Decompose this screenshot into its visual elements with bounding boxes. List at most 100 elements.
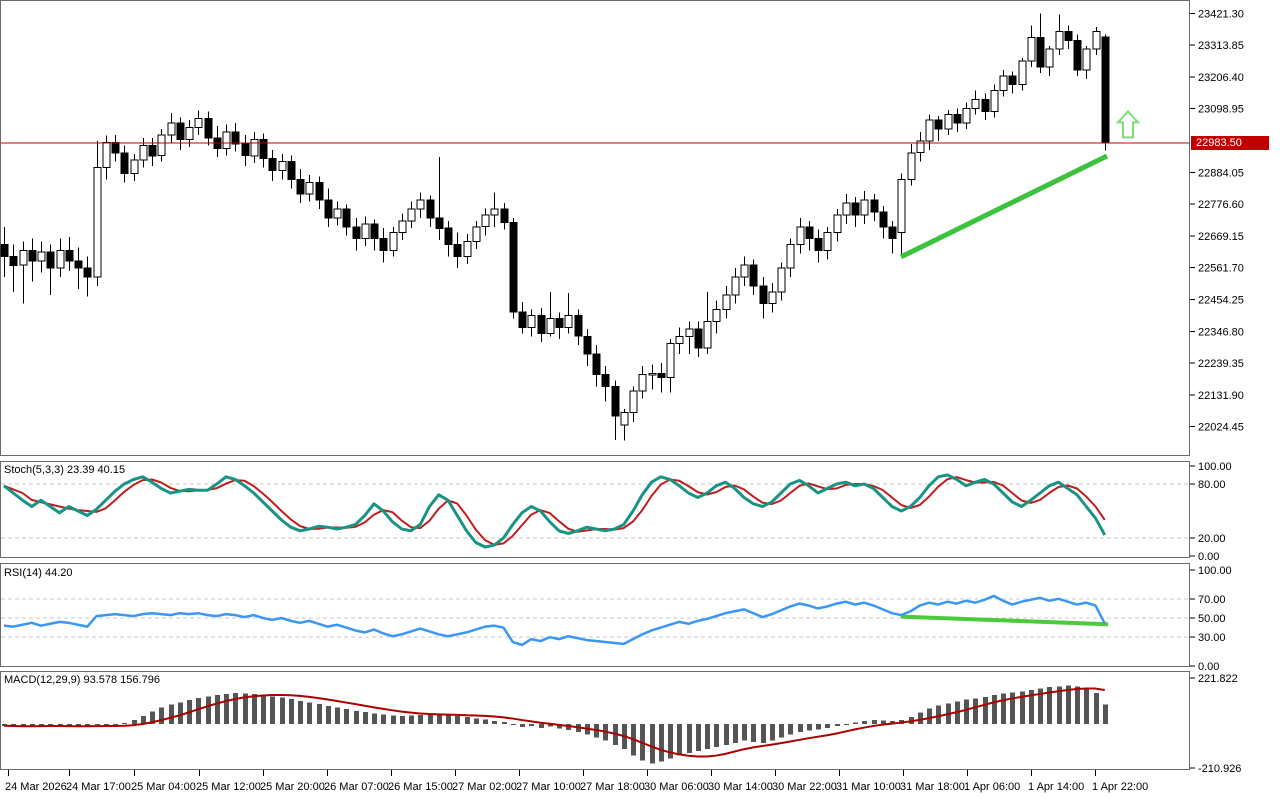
candle-body (74, 260, 83, 269)
macd-hist-bar (733, 724, 738, 743)
candle-body (907, 152, 916, 180)
time-axis-label: 24 Mar 2026 (5, 781, 67, 793)
time-axis-label: 1 Apr 06:00 (964, 781, 1020, 793)
candle-body (703, 321, 712, 349)
macd-hist-bar (95, 724, 100, 726)
candle-body (315, 181, 324, 201)
rsi-axis-label: 50.00 (1198, 613, 1226, 625)
candle-body (611, 386, 620, 417)
macd-hist-bar (492, 720, 497, 725)
candle-body (870, 199, 879, 213)
candle-body (777, 267, 786, 293)
rsi-indicator-label: RSI(14) 44.20 (4, 567, 73, 579)
macd-hist-bar (502, 722, 507, 725)
macd-hist-bar (437, 713, 442, 725)
candle-body (675, 335, 684, 345)
candle-body (19, 249, 28, 266)
candle-body (759, 285, 768, 305)
stoch-axis-label: 0.00 (1198, 551, 1219, 563)
macd-hist-bar (474, 718, 479, 725)
macd-hist-bar (520, 724, 525, 728)
candle-body (324, 199, 333, 219)
macd-hist-bar (983, 697, 988, 725)
candle-body (148, 144, 157, 157)
candle-body (231, 131, 240, 145)
macd-hist-bar (233, 692, 238, 725)
candle-body (28, 249, 37, 262)
candle-body (657, 372, 666, 379)
candle-body (537, 315, 546, 334)
macd-hist-bar (992, 695, 997, 725)
candle-body (278, 161, 287, 172)
time-axis-label: 27 Mar 10:00 (516, 781, 581, 793)
candle-body (583, 335, 592, 355)
macd-hist-bar (1103, 704, 1108, 725)
macd-hist-bar (844, 724, 849, 726)
candle-body (796, 226, 805, 246)
time-axis-label: 30 Mar 06:00 (644, 781, 709, 793)
time-axis-label: 1 Apr 22:00 (1092, 781, 1148, 793)
macd-hist-bar (465, 717, 470, 725)
rsi-trendline[interactable] (900, 614, 1109, 627)
up-arrow-icon[interactable] (1115, 109, 1141, 139)
macd-hist-bar (548, 724, 553, 727)
macd-hist-bar (85, 724, 90, 726)
macd-hist-bar (853, 722, 858, 725)
candle-body (176, 122, 185, 140)
candle-body (768, 291, 777, 305)
candle-body (1018, 60, 1027, 86)
macd-hist-bar (400, 715, 405, 725)
stoch-axis-label: 20.00 (1198, 533, 1226, 545)
candle-body (352, 226, 361, 240)
macd-hist-bar (761, 724, 766, 743)
main-trendline[interactable] (899, 153, 1109, 260)
candle-body (361, 223, 370, 240)
candle-body (379, 238, 388, 251)
macd-hist-bar (270, 696, 275, 725)
main-panel-frame (0, 0, 1190, 456)
candle-body (722, 294, 731, 311)
price-tag: 22983.50 (1191, 136, 1269, 150)
candle-body (0, 244, 9, 257)
macd-hist-bar (1029, 689, 1034, 725)
macd-hist-bar (206, 696, 211, 725)
macd-hist-bar (224, 693, 229, 725)
stoch-panel-frame (0, 461, 1190, 558)
macd-hist-bar (409, 715, 414, 725)
time-axis-label: 25 Mar 12:00 (196, 781, 261, 793)
candle-body (259, 139, 268, 160)
macd-hist-bar (1066, 685, 1071, 725)
candle-body (333, 208, 342, 219)
macd-hist-bar (455, 715, 460, 725)
macd-hist-bar (557, 724, 562, 729)
candle-body (944, 113, 953, 130)
candle-body (167, 122, 176, 136)
candle-body (916, 140, 925, 154)
candle-body (518, 311, 527, 328)
rsi-line (3, 594, 1106, 647)
candle-body (981, 99, 990, 112)
candle-body (592, 353, 601, 376)
macd-hist-bar (705, 724, 710, 750)
macd-hist-bar (363, 712, 368, 725)
macd-hist-bar (862, 721, 867, 725)
macd-axis-label: 221.822 (1198, 673, 1238, 685)
candle-body (833, 214, 842, 234)
candle-body (749, 264, 758, 287)
candle-body (111, 141, 120, 154)
rsi-axis-label: 70.00 (1198, 594, 1226, 606)
macd-hist-bar (428, 714, 433, 725)
rsi-axis-label: 0.00 (1198, 661, 1219, 673)
macd-hist-bar (317, 704, 322, 725)
candle-body (638, 374, 647, 392)
time-axis-label: 25 Mar 04:00 (131, 781, 196, 793)
time-axis-label: 30 Mar 14:00 (708, 781, 773, 793)
time-axis-label: 31 Mar 18:00 (900, 781, 965, 793)
candle-body (65, 249, 74, 262)
macd-hist-bar (344, 709, 349, 725)
candle-body (814, 238, 823, 251)
price-axis-label: 23206.40 (1198, 72, 1244, 84)
macd-hist-bar (659, 724, 664, 762)
candle-body (194, 118, 203, 129)
